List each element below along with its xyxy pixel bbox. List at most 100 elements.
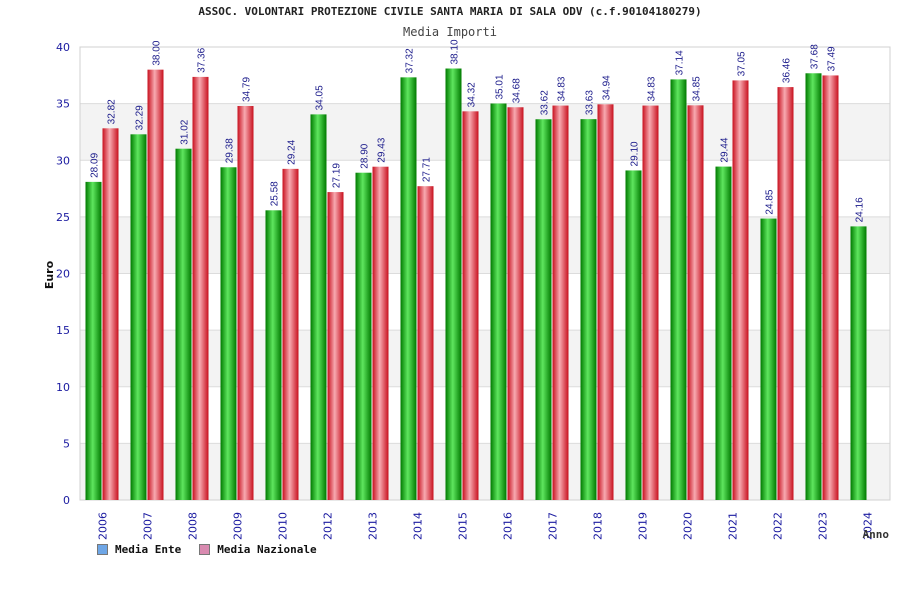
data-label: 27.71 [422, 157, 433, 182]
legend: Media Ente Media Nazionale [97, 543, 317, 556]
x-tick-label: 2008 [187, 512, 200, 540]
grid-band [80, 273, 890, 331]
legend-item-ente: Media Ente [97, 543, 181, 556]
bar-media-nazionale [732, 80, 749, 500]
bar-media-nazionale [327, 192, 344, 501]
chart-subtitle: Media Importi [403, 25, 497, 39]
x-tick-label: 2016 [502, 512, 515, 540]
data-label: 34.05 [315, 85, 326, 110]
y-tick-label: 15 [56, 324, 70, 337]
data-label: 32.82 [107, 99, 118, 124]
chart-title: ASSOC. VOLONTARI PROTEZIONE CIVILE SANTA… [198, 5, 702, 18]
y-tick-label: 10 [56, 381, 70, 394]
bar-media-ente [130, 134, 147, 501]
y-tick-label: 20 [56, 268, 70, 281]
x-tick-label: 2009 [232, 512, 245, 540]
y-tick-label: 5 [63, 437, 70, 450]
bar-media-nazionale [597, 104, 614, 500]
x-tick-label: 2024 [862, 512, 875, 540]
data-label: 34.79 [242, 77, 253, 102]
bar-media-nazionale [372, 166, 389, 500]
data-label: 34.94 [602, 75, 613, 100]
plot-frame [79, 46, 891, 501]
data-label: 29.10 [630, 141, 641, 166]
grid-band [80, 216, 890, 274]
data-label: 29.43 [377, 137, 388, 162]
y-tick-label: 0 [63, 494, 70, 507]
data-label: 36.46 [782, 58, 793, 83]
bar-media-ente [400, 77, 417, 500]
bar-media-nazionale [282, 168, 299, 500]
x-tick-label: 2020 [682, 512, 695, 540]
bar-media-nazionale [552, 105, 569, 501]
data-label: 37.68 [810, 44, 821, 69]
data-label: 37.14 [675, 50, 686, 75]
data-label: 33.63 [585, 90, 596, 115]
data-label: 28.90 [360, 143, 371, 168]
data-label: 37.36 [197, 47, 208, 72]
x-axis-label: Anno [863, 528, 890, 541]
data-label: 32.29 [135, 105, 146, 130]
bar-media-ente [490, 103, 507, 500]
data-label: 33.62 [540, 90, 551, 115]
x-tick-label: 2015 [457, 512, 470, 540]
bar-media-nazionale [147, 69, 164, 501]
x-tick-label: 2012 [322, 512, 335, 540]
grid-band [80, 160, 890, 217]
bar-media-ente [580, 119, 597, 500]
bar-media-ente [445, 68, 462, 500]
bar-media-nazionale [192, 76, 209, 500]
legend-swatch-ente [97, 544, 108, 555]
bar-media-ente [265, 210, 282, 500]
grid-band [80, 443, 890, 500]
x-tick-label: 2021 [727, 512, 740, 540]
bar-media-ente [715, 166, 732, 501]
bar-media-nazionale [687, 105, 704, 500]
x-tick-label: 2022 [772, 512, 785, 540]
bar-media-nazionale [777, 87, 794, 500]
grid-band [80, 103, 890, 161]
legend-label-nazionale: Media Nazionale [217, 543, 317, 556]
bar-media-ente [850, 226, 867, 500]
legend-item-nazionale: Media Nazionale [199, 543, 317, 556]
data-label: 34.85 [692, 76, 703, 101]
bar-media-nazionale [237, 106, 254, 501]
bar-media-ente [220, 167, 237, 501]
x-tick-label: 2013 [367, 512, 380, 540]
bar-media-ente [85, 181, 102, 501]
x-tick-label: 2018 [592, 512, 605, 540]
data-label: 25.58 [270, 181, 281, 206]
data-label: 29.44 [720, 137, 731, 162]
data-label: 38.10 [450, 39, 461, 64]
data-label: 24.85 [765, 189, 776, 214]
x-tick-label: 2017 [547, 512, 560, 540]
y-tick-label: 30 [56, 154, 70, 167]
bar-media-nazionale [642, 105, 659, 501]
y-tick-label: 40 [56, 41, 70, 54]
data-label: 28.09 [90, 152, 101, 177]
x-tick-label: 2010 [277, 512, 290, 540]
y-axis-label: Euro [43, 260, 56, 289]
bar-media-ente [805, 73, 822, 501]
data-label: 34.83 [557, 76, 568, 101]
data-label: 37.49 [827, 46, 838, 71]
x-tick-label: 2023 [817, 512, 830, 540]
bar-media-nazionale [417, 186, 434, 500]
x-tick-label: 2006 [97, 512, 110, 540]
bar-media-ente [535, 119, 552, 500]
data-label: 37.05 [737, 51, 748, 76]
data-label: 27.19 [332, 163, 343, 188]
data-label: 29.38 [225, 138, 236, 163]
grid-band [80, 330, 890, 387]
bar-media-nazionale [822, 75, 839, 500]
y-tick-label: 35 [56, 98, 70, 111]
legend-label-ente: Media Ente [115, 543, 182, 556]
bar-media-ente [355, 172, 372, 500]
data-label: 24.16 [855, 197, 866, 222]
data-label: 31.02 [180, 119, 191, 144]
data-label: 35.01 [495, 74, 506, 99]
bar-media-ente [670, 79, 687, 501]
x-tick-label: 2019 [637, 512, 650, 540]
data-label: 34.68 [512, 78, 523, 103]
